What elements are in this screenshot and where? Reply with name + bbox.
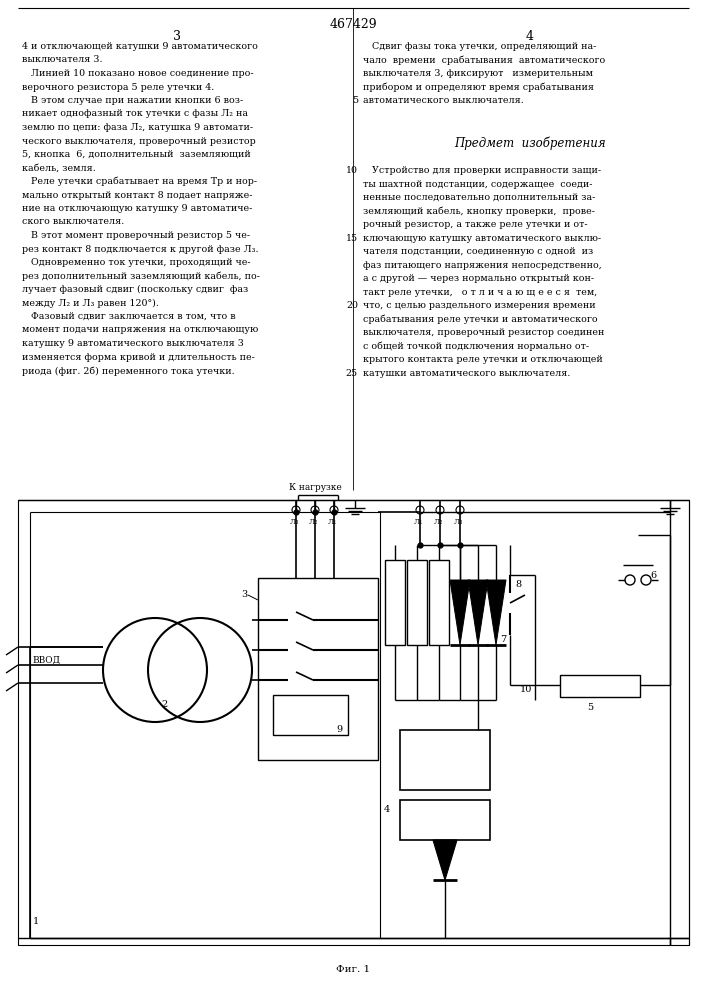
Text: 4 и отключающей катушки 9 автоматического: 4 и отключающей катушки 9 автоматическог… bbox=[22, 42, 258, 51]
Text: Линией 10 показано новое соединение про-: Линией 10 показано новое соединение про- bbox=[22, 69, 254, 78]
Text: чало  времени  срабатывания  автоматического: чало времени срабатывания автоматическог… bbox=[363, 55, 605, 65]
Text: 1: 1 bbox=[33, 917, 40, 926]
Text: 2: 2 bbox=[162, 700, 168, 709]
Text: такт реле утечки,   о т л и ч а ю щ е е с я  тем,: такт реле утечки, о т л и ч а ю щ е е с … bbox=[363, 288, 597, 297]
Text: Л₂: Л₂ bbox=[434, 518, 443, 526]
Text: ВВОД: ВВОД bbox=[32, 656, 60, 664]
Text: прибором и определяют время срабатывания: прибором и определяют время срабатывания bbox=[363, 83, 594, 92]
Text: Одновременно ток утечки, проходящий че-: Одновременно ток утечки, проходящий че- bbox=[22, 258, 250, 267]
Text: чателя подстанции, соединенную с одной  из: чателя подстанции, соединенную с одной и… bbox=[363, 247, 593, 256]
Text: Реле утечки срабатывает на время Tр и нор-: Реле утечки срабатывает на время Tр и но… bbox=[22, 177, 257, 186]
Text: кабель, земля.: кабель, земля. bbox=[22, 163, 95, 172]
Bar bbox=[560, 675, 640, 697]
Bar bbox=[429, 560, 449, 645]
Polygon shape bbox=[468, 580, 488, 645]
Text: 8: 8 bbox=[515, 580, 521, 589]
Text: Предмет  изобретения: Предмет изобретения bbox=[454, 136, 606, 150]
Text: 467429: 467429 bbox=[329, 18, 377, 31]
Text: 3: 3 bbox=[173, 30, 181, 43]
Text: изменяется форма кривой и длительность пе-: изменяется форма кривой и длительность п… bbox=[22, 353, 255, 361]
Text: В этом случае при нажатии кнопки 6 воз-: В этом случае при нажатии кнопки 6 воз- bbox=[22, 96, 243, 105]
Text: момент подачи напряжения на отключающую: момент подачи напряжения на отключающую bbox=[22, 326, 258, 334]
Text: Л₃: Л₃ bbox=[454, 518, 463, 526]
Text: 6: 6 bbox=[650, 570, 656, 580]
Bar bbox=[400, 800, 490, 840]
Text: между Л₂ и Л₃ равен 120°).: между Л₂ и Л₃ равен 120°). bbox=[22, 298, 159, 308]
Text: 3: 3 bbox=[242, 590, 248, 599]
Text: фаз питающего напряжения непосредственно,: фаз питающего напряжения непосредственно… bbox=[363, 261, 602, 270]
Polygon shape bbox=[486, 580, 506, 645]
Text: Л₁: Л₁ bbox=[328, 518, 337, 526]
Text: Л₂: Л₂ bbox=[309, 518, 318, 526]
Bar bbox=[407, 560, 427, 645]
Text: К нагрузке: К нагрузке bbox=[288, 483, 341, 492]
Bar bbox=[258, 578, 378, 760]
Text: Л₁: Л₁ bbox=[414, 518, 423, 526]
Text: рез дополнительный заземляющий кабель, по-: рез дополнительный заземляющий кабель, п… bbox=[22, 271, 260, 281]
Text: крытого контакта реле утечки и отключающей: крытого контакта реле утечки и отключающ… bbox=[363, 355, 603, 364]
Text: 5, кнопка  6, дополнительный  заземляющий: 5, кнопка 6, дополнительный заземляющий bbox=[22, 150, 251, 159]
Text: ческого выключателя, проверочный резистор: ческого выключателя, проверочный резисто… bbox=[22, 136, 256, 145]
Text: катушки автоматического выключателя.: катушки автоматического выключателя. bbox=[363, 369, 571, 378]
Text: 4: 4 bbox=[384, 806, 390, 814]
Text: Л₃: Л₃ bbox=[290, 518, 299, 526]
Text: 5: 5 bbox=[352, 96, 358, 105]
Text: рочный резистор, а также реле утечки и от-: рочный резистор, а также реле утечки и о… bbox=[363, 220, 588, 229]
Text: что, с целью раздельного измерения времени: что, с целью раздельного измерения време… bbox=[363, 301, 595, 310]
Text: В этот момент проверочный резистор 5 че-: В этот момент проверочный резистор 5 че- bbox=[22, 231, 250, 240]
Text: ние на отключающую катушку 9 автоматиче-: ние на отключающую катушку 9 автоматиче- bbox=[22, 204, 252, 213]
Text: ского выключателя.: ского выключателя. bbox=[22, 218, 124, 227]
Text: 10: 10 bbox=[520, 686, 532, 694]
Text: риода (фиг. 2б) переменного тока утечки.: риода (фиг. 2б) переменного тока утечки. bbox=[22, 366, 235, 375]
Text: срабатывания реле утечки и автоматического: срабатывания реле утечки и автоматическо… bbox=[363, 315, 597, 324]
Text: мально открытый контакт 8 подает напряже-: мально открытый контакт 8 подает напряже… bbox=[22, 190, 252, 200]
Text: выключателя, проверочный резистор соединен: выключателя, проверочный резистор соедин… bbox=[363, 328, 604, 337]
Text: катушку 9 автоматического выключателя 3: катушку 9 автоматического выключателя 3 bbox=[22, 339, 244, 348]
Text: лучает фазовый сдвиг (поскольку сдвиг  фаз: лучает фазовый сдвиг (поскольку сдвиг фа… bbox=[22, 285, 248, 294]
Text: 20: 20 bbox=[346, 301, 358, 310]
Text: ключающую катушку автоматического выклю-: ключающую катушку автоматического выклю- bbox=[363, 234, 601, 243]
Text: Фазовый сдвиг заключается в том, что в: Фазовый сдвиг заключается в том, что в bbox=[22, 312, 235, 321]
Text: 7: 7 bbox=[500, 636, 506, 645]
Text: ненные последовательно дополнительный за-: ненные последовательно дополнительный за… bbox=[363, 193, 595, 202]
Text: а с другой — через нормально открытый кон-: а с другой — через нормально открытый ко… bbox=[363, 274, 594, 283]
Text: выключателя 3, фиксируют   измерительным: выключателя 3, фиксируют измерительным bbox=[363, 69, 593, 78]
Polygon shape bbox=[450, 580, 470, 645]
Text: 10: 10 bbox=[346, 166, 358, 175]
Text: ты шахтной подстанции, содержащее  соеди-: ты шахтной подстанции, содержащее соеди- bbox=[363, 180, 592, 189]
Text: 9: 9 bbox=[336, 726, 342, 734]
Text: выключателя 3.: выключателя 3. bbox=[22, 55, 103, 64]
Text: 15: 15 bbox=[346, 234, 358, 243]
Text: Фиг. 1: Фиг. 1 bbox=[336, 965, 370, 974]
Text: 25: 25 bbox=[346, 369, 358, 378]
Text: никает однофазный ток утечки с фазы Л₂ на: никает однофазный ток утечки с фазы Л₂ н… bbox=[22, 109, 248, 118]
Text: Устройство для проверки исправности защи-: Устройство для проверки исправности защи… bbox=[363, 166, 601, 175]
Text: с общей точкой подключения нормально от-: с общей точкой подключения нормально от- bbox=[363, 342, 589, 351]
Text: автоматического выключателя.: автоматического выключателя. bbox=[363, 96, 524, 105]
Text: земляющий кабель, кнопку проверки,  прове-: земляющий кабель, кнопку проверки, прове… bbox=[363, 207, 595, 216]
Polygon shape bbox=[433, 840, 457, 880]
Bar bbox=[385, 560, 405, 645]
Bar bbox=[18, 500, 689, 945]
Bar bbox=[273, 695, 348, 735]
Text: 5: 5 bbox=[587, 703, 593, 712]
Text: Сдвиг фазы тока утечки, определяющий на-: Сдвиг фазы тока утечки, определяющий на- bbox=[363, 42, 597, 51]
Text: верочного резистора 5 реле утечки 4.: верочного резистора 5 реле утечки 4. bbox=[22, 83, 214, 92]
Bar bbox=[400, 730, 490, 790]
Text: 4: 4 bbox=[526, 30, 534, 43]
Text: рез контакт 8 подключается к другой фазе Л₃.: рез контакт 8 подключается к другой фазе… bbox=[22, 244, 259, 253]
Text: землю по цепи: фаза Л₂, катушка 9 автомати-: землю по цепи: фаза Л₂, катушка 9 автома… bbox=[22, 123, 253, 132]
